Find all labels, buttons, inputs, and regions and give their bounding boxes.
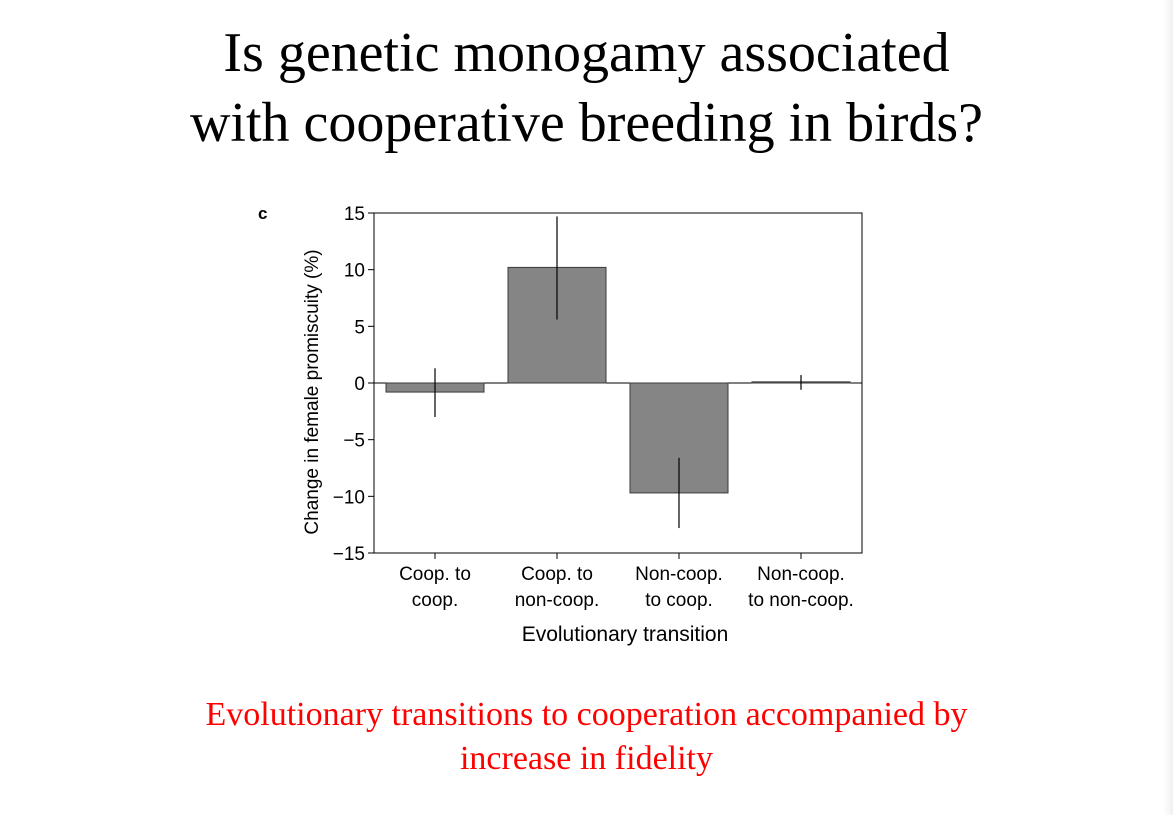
- y-tick-label: 15: [344, 204, 365, 225]
- y-tick-label: 5: [354, 317, 365, 338]
- slide-title-line-2: with cooperative breeding in birds?: [189, 92, 984, 154]
- x-tick-label: Coop. to coop.: [399, 564, 471, 611]
- y-tick-label: 10: [344, 261, 365, 282]
- caption: Evolutionary transitions to cooperation …: [0, 693, 1173, 781]
- y-axis: 15 10 5 0 −5 −10 −15: [333, 204, 374, 565]
- panel-label: c: [258, 204, 268, 223]
- bars: [385, 266, 851, 494]
- y-tick-label: −10: [333, 487, 365, 508]
- slide-title: Is genetic monogamy associated with coop…: [0, 18, 1173, 158]
- y-tick-label: −15: [333, 544, 365, 565]
- y-tick-label: −5: [343, 431, 365, 452]
- x-axis-label: Evolutionary transition: [522, 623, 729, 646]
- error-bars: [434, 216, 802, 529]
- caption-line-1: Evolutionary transitions to cooperation …: [205, 696, 968, 733]
- x-tick-label: Non-coop. to coop.: [635, 564, 723, 611]
- x-axis: Coop. to coop. Coop. to non-coop. Non-coop. t…: [399, 553, 854, 611]
- y-tick-label: 0: [354, 374, 365, 395]
- slide-title-line-1: Is genetic monogamy associated: [223, 22, 950, 84]
- slide-edge-shadow: [1163, 0, 1173, 815]
- x-tick-label: Non-coop. to non-coop.: [748, 564, 854, 611]
- y-axis-label: Change in female promiscuity (%): [302, 249, 323, 534]
- caption-line-2: increase in fidelity: [459, 740, 713, 777]
- x-tick-label: Coop. to non-coop.: [515, 564, 600, 611]
